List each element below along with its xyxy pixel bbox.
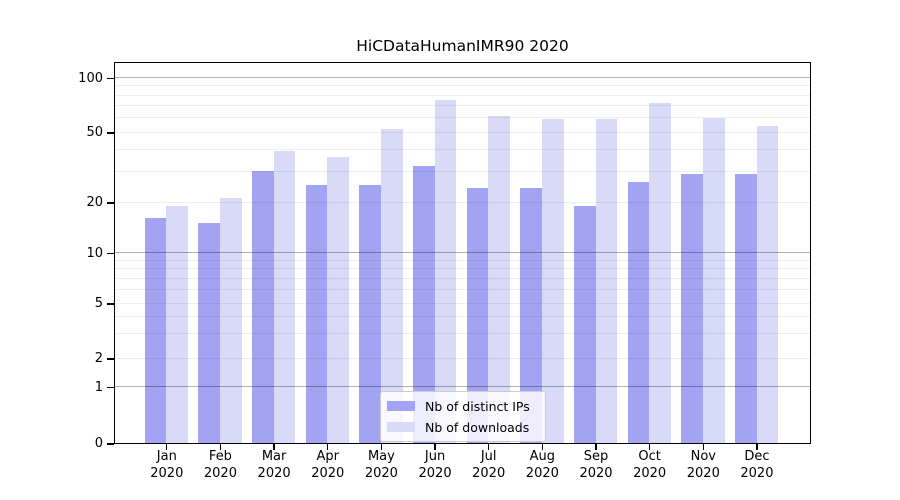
x-tick-label-2: Mar 2020 (257, 449, 291, 481)
bar-downloads-6 (488, 116, 510, 443)
bar-ips-3 (305, 184, 328, 443)
y-tickmark-100 (107, 77, 114, 80)
legend-label-downloads: Nb of downloads (425, 419, 530, 435)
legend-entry-downloads: Nb of downloads (387, 419, 537, 435)
y-tickmark-2 (107, 358, 114, 360)
y-tick-label-5: 5 (94, 296, 103, 311)
x-tick-label-10: Nov 2020 (686, 449, 720, 481)
x-tick-label-3: Apr 2020 (311, 449, 345, 481)
bar-downloads-1 (220, 198, 242, 443)
x-tickmark-11 (756, 444, 758, 450)
x-tick-label-5: Jun 2020 (418, 449, 452, 481)
legend-swatch-ips (387, 401, 415, 411)
bar-ips-0 (144, 218, 167, 443)
legend-label-ips: Nb of distinct IPs (425, 398, 530, 414)
x-tick-label-8: Sep 2020 (579, 449, 613, 481)
x-tickmark-2 (273, 444, 275, 450)
x-tickmark-4 (380, 444, 383, 450)
bar-ips-1 (198, 222, 221, 443)
bar-ips-5 (412, 166, 435, 443)
bar-ips-6 (466, 188, 489, 443)
bar-ips-4 (359, 184, 381, 443)
bar-downloads-3 (327, 157, 350, 443)
x-tickmark-8 (595, 444, 597, 450)
x-tickmark-7 (541, 444, 543, 450)
y-tick-label-10: 10 (86, 245, 103, 261)
x-tick-label-7: Aug 2020 (525, 449, 559, 481)
bar-downloads-7 (541, 119, 564, 443)
y-tick-label-1: 1 (94, 379, 103, 395)
x-tick-label-4: May 2020 (364, 449, 398, 481)
x-tick-label-0: Jan 2020 (150, 449, 184, 481)
bar-ips-10 (681, 173, 703, 443)
y-tick-label-100: 100 (78, 70, 103, 86)
y-tick-label-2: 2 (94, 351, 103, 366)
x-tick-label-1: Feb 2020 (203, 449, 237, 481)
y-tickmark-1 (107, 387, 114, 389)
x-tickmark-6 (488, 444, 490, 450)
x-tickmark-10 (702, 444, 704, 450)
x-tickmark-3 (327, 444, 329, 450)
bar-downloads-5 (434, 100, 457, 443)
bar-ips-8 (573, 205, 596, 443)
x-tick-label-6: Jul 2020 (472, 449, 506, 481)
plot-area (114, 62, 811, 444)
x-tickmark-1 (219, 444, 222, 450)
y-tick-label-20: 20 (86, 195, 103, 210)
legend: Nb of distinct IPs Nb of downloads (380, 391, 546, 442)
x-tickmark-0 (166, 444, 168, 450)
bar-ips-7 (520, 188, 542, 443)
bar-downloads-4 (381, 128, 403, 443)
bar-downloads-8 (595, 119, 618, 443)
x-tick-label-9: Oct 2020 (633, 449, 667, 481)
chart-title: HiCDataHumanIMR90 2020 (356, 37, 569, 55)
bar-downloads-9 (649, 103, 671, 443)
y-tickmark-0 (107, 443, 114, 445)
bar-downloads-11 (756, 125, 779, 443)
y-tickmark-10 (107, 252, 114, 255)
x-tickmark-5 (434, 444, 436, 450)
y-tick-label-0: 0 (94, 436, 103, 451)
y-tick-label-50: 50 (86, 125, 103, 140)
x-tickmark-9 (649, 444, 651, 450)
bar-ips-11 (734, 173, 757, 443)
gridline-100 (115, 77, 810, 78)
bar-downloads-2 (273, 150, 296, 443)
legend-swatch-downloads (387, 422, 415, 432)
bar-downloads-10 (702, 117, 725, 443)
x-tick-label-11: Dec 2020 (740, 449, 774, 481)
y-tickmark-5 (107, 303, 114, 305)
bar-ips-2 (252, 171, 274, 443)
bar-ips-9 (627, 181, 650, 443)
gridline-80 (115, 94, 810, 96)
gridline-90 (115, 85, 810, 87)
legend-entry-ips: Nb of distinct IPs (387, 398, 537, 414)
y-tickmark-50 (107, 132, 114, 134)
bar-downloads-0 (166, 205, 189, 443)
y-tickmark-20 (107, 202, 114, 204)
gridline-70 (115, 105, 810, 107)
